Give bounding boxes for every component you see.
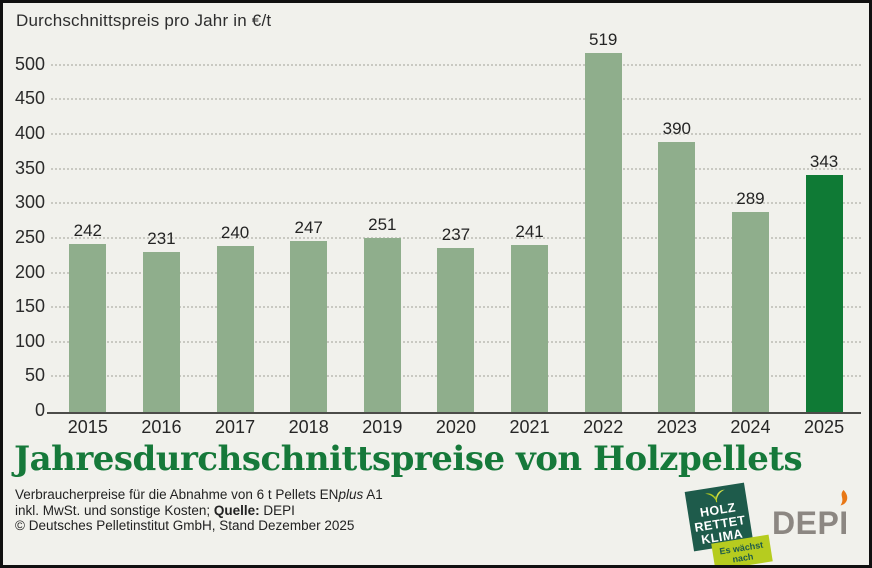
axis-title: Durchschnittspreis pro Jahr in €/t — [16, 11, 272, 30]
gridline-300 — [51, 202, 861, 205]
gridline-250 — [51, 236, 861, 239]
footer-note-line1: Verbraucherpreise für die Abnahme von 6 … — [15, 487, 383, 502]
bar-2025 — [805, 174, 843, 412]
y-tick-350: 350 — [14, 157, 45, 178]
bar-value-label-2015: 242 — [73, 221, 102, 241]
bar-column-2021: 241 — [493, 25, 566, 412]
y-tick-100: 100 — [14, 330, 45, 351]
bar-value-label-2021: 241 — [515, 222, 544, 242]
x-axis-line — [47, 412, 861, 414]
flame-icon — [840, 490, 848, 506]
x-tick-2016: 2016 — [141, 417, 182, 437]
bar-column-2015: 242 — [51, 25, 124, 412]
bar-value-label-2025: 343 — [809, 151, 839, 171]
chart-main-title: Jahresdurchschnittspreise von Holzpellet… — [14, 439, 803, 479]
bar-2024 — [731, 211, 769, 412]
y-tick-250: 250 — [14, 226, 45, 247]
bar-value-label-2017: 240 — [220, 222, 250, 242]
x-tick-2019: 2019 — [362, 417, 403, 437]
y-tick-150: 150 — [14, 296, 45, 317]
y-tick-450: 450 — [14, 88, 45, 109]
footer-note-line2: inkl. MwSt. und sonstige Kosten; Quelle:… — [15, 502, 295, 518]
gridline-450 — [51, 98, 861, 101]
sprout-icon — [705, 489, 725, 503]
gridline-500 — [51, 63, 861, 66]
bar-2019 — [363, 238, 401, 412]
bar-2022 — [584, 52, 622, 412]
bar-value-label-2020: 237 — [441, 224, 471, 244]
depi-wordmark: DEPI — [772, 505, 849, 541]
gridline-350 — [51, 167, 861, 170]
gridline-400 — [51, 133, 861, 136]
x-tick-2022: 2022 — [583, 417, 624, 437]
bar-column-2022: 519 — [567, 25, 640, 412]
bar-value-label-2023: 390 — [662, 119, 691, 138]
bar-value-label-2024: 289 — [736, 188, 765, 208]
bar-column-2019: 251 — [346, 25, 419, 412]
bar-2015 — [69, 244, 107, 412]
y-tick-500: 500 — [14, 53, 45, 74]
y-tick-50: 50 — [24, 365, 45, 386]
x-tick-2024: 2024 — [730, 417, 771, 437]
x-tick-2023: 2023 — [656, 417, 697, 437]
bar-2020 — [437, 247, 475, 412]
bar-value-label-2019: 251 — [368, 215, 397, 235]
hrk-banner-line2: nach — [731, 550, 754, 565]
bar-value-label-2018: 247 — [294, 218, 323, 237]
depi-logo: DEPI — [772, 490, 864, 541]
bar-column-2023: 390 — [640, 25, 713, 412]
x-tick-2021: 2021 — [509, 417, 550, 437]
bar-2016 — [142, 252, 180, 412]
bar-column-2016: 231 — [125, 25, 198, 412]
footer-note-line3: © Deutsches Pelletinstitut GmbH, Stand D… — [15, 518, 355, 533]
y-axis-tick-labels: 0 50 100 150 200 250 300 350 400 450 500 — [3, 25, 45, 420]
y-tick-300: 300 — [14, 192, 45, 213]
holz-rettet-klima-logo: HOLZ RETTET KLIMA Es wächst nach — [684, 480, 773, 565]
bar-2021 — [511, 245, 549, 412]
y-tick-400: 400 — [14, 123, 45, 144]
bar-2017 — [216, 245, 254, 412]
holz-rettet-klima-square: HOLZ RETTET KLIMA — [684, 482, 754, 552]
y-tick-200: 200 — [14, 261, 45, 282]
y-tick-0: 0 — [34, 400, 45, 420]
bar-series: 242 231 240 247 251 237 241 519 390 289 343 — [51, 25, 861, 412]
bar-column-2025: 343 — [788, 25, 861, 412]
x-tick-2015: 2015 — [67, 417, 108, 437]
bar-column-2024: 289 — [714, 25, 787, 412]
bar-2018 — [290, 241, 328, 412]
x-axis-category-labels: 2015 2016 2017 2018 2019 2020 2021 2022 2023 2024… — [51, 417, 861, 438]
x-tick-2020: 2020 — [435, 417, 476, 437]
bar-value-label-2016: 231 — [147, 229, 176, 249]
bar-column-2018: 247 — [272, 25, 345, 412]
x-tick-2018: 2018 — [288, 417, 329, 437]
x-tick-2025: 2025 — [804, 417, 845, 437]
footer-notes: Verbraucherpreise für die Abnahme von 6 … — [15, 487, 383, 534]
bar-value-label-2022: 519 — [589, 29, 618, 49]
bar-column-2017: 240 — [199, 25, 272, 412]
plot-area: 242 231 240 247 251 237 241 519 390 289 343 — [51, 25, 861, 412]
bar-column-2020: 237 — [419, 25, 492, 412]
x-tick-2017: 2017 — [215, 417, 256, 437]
bar-2023 — [658, 142, 696, 412]
